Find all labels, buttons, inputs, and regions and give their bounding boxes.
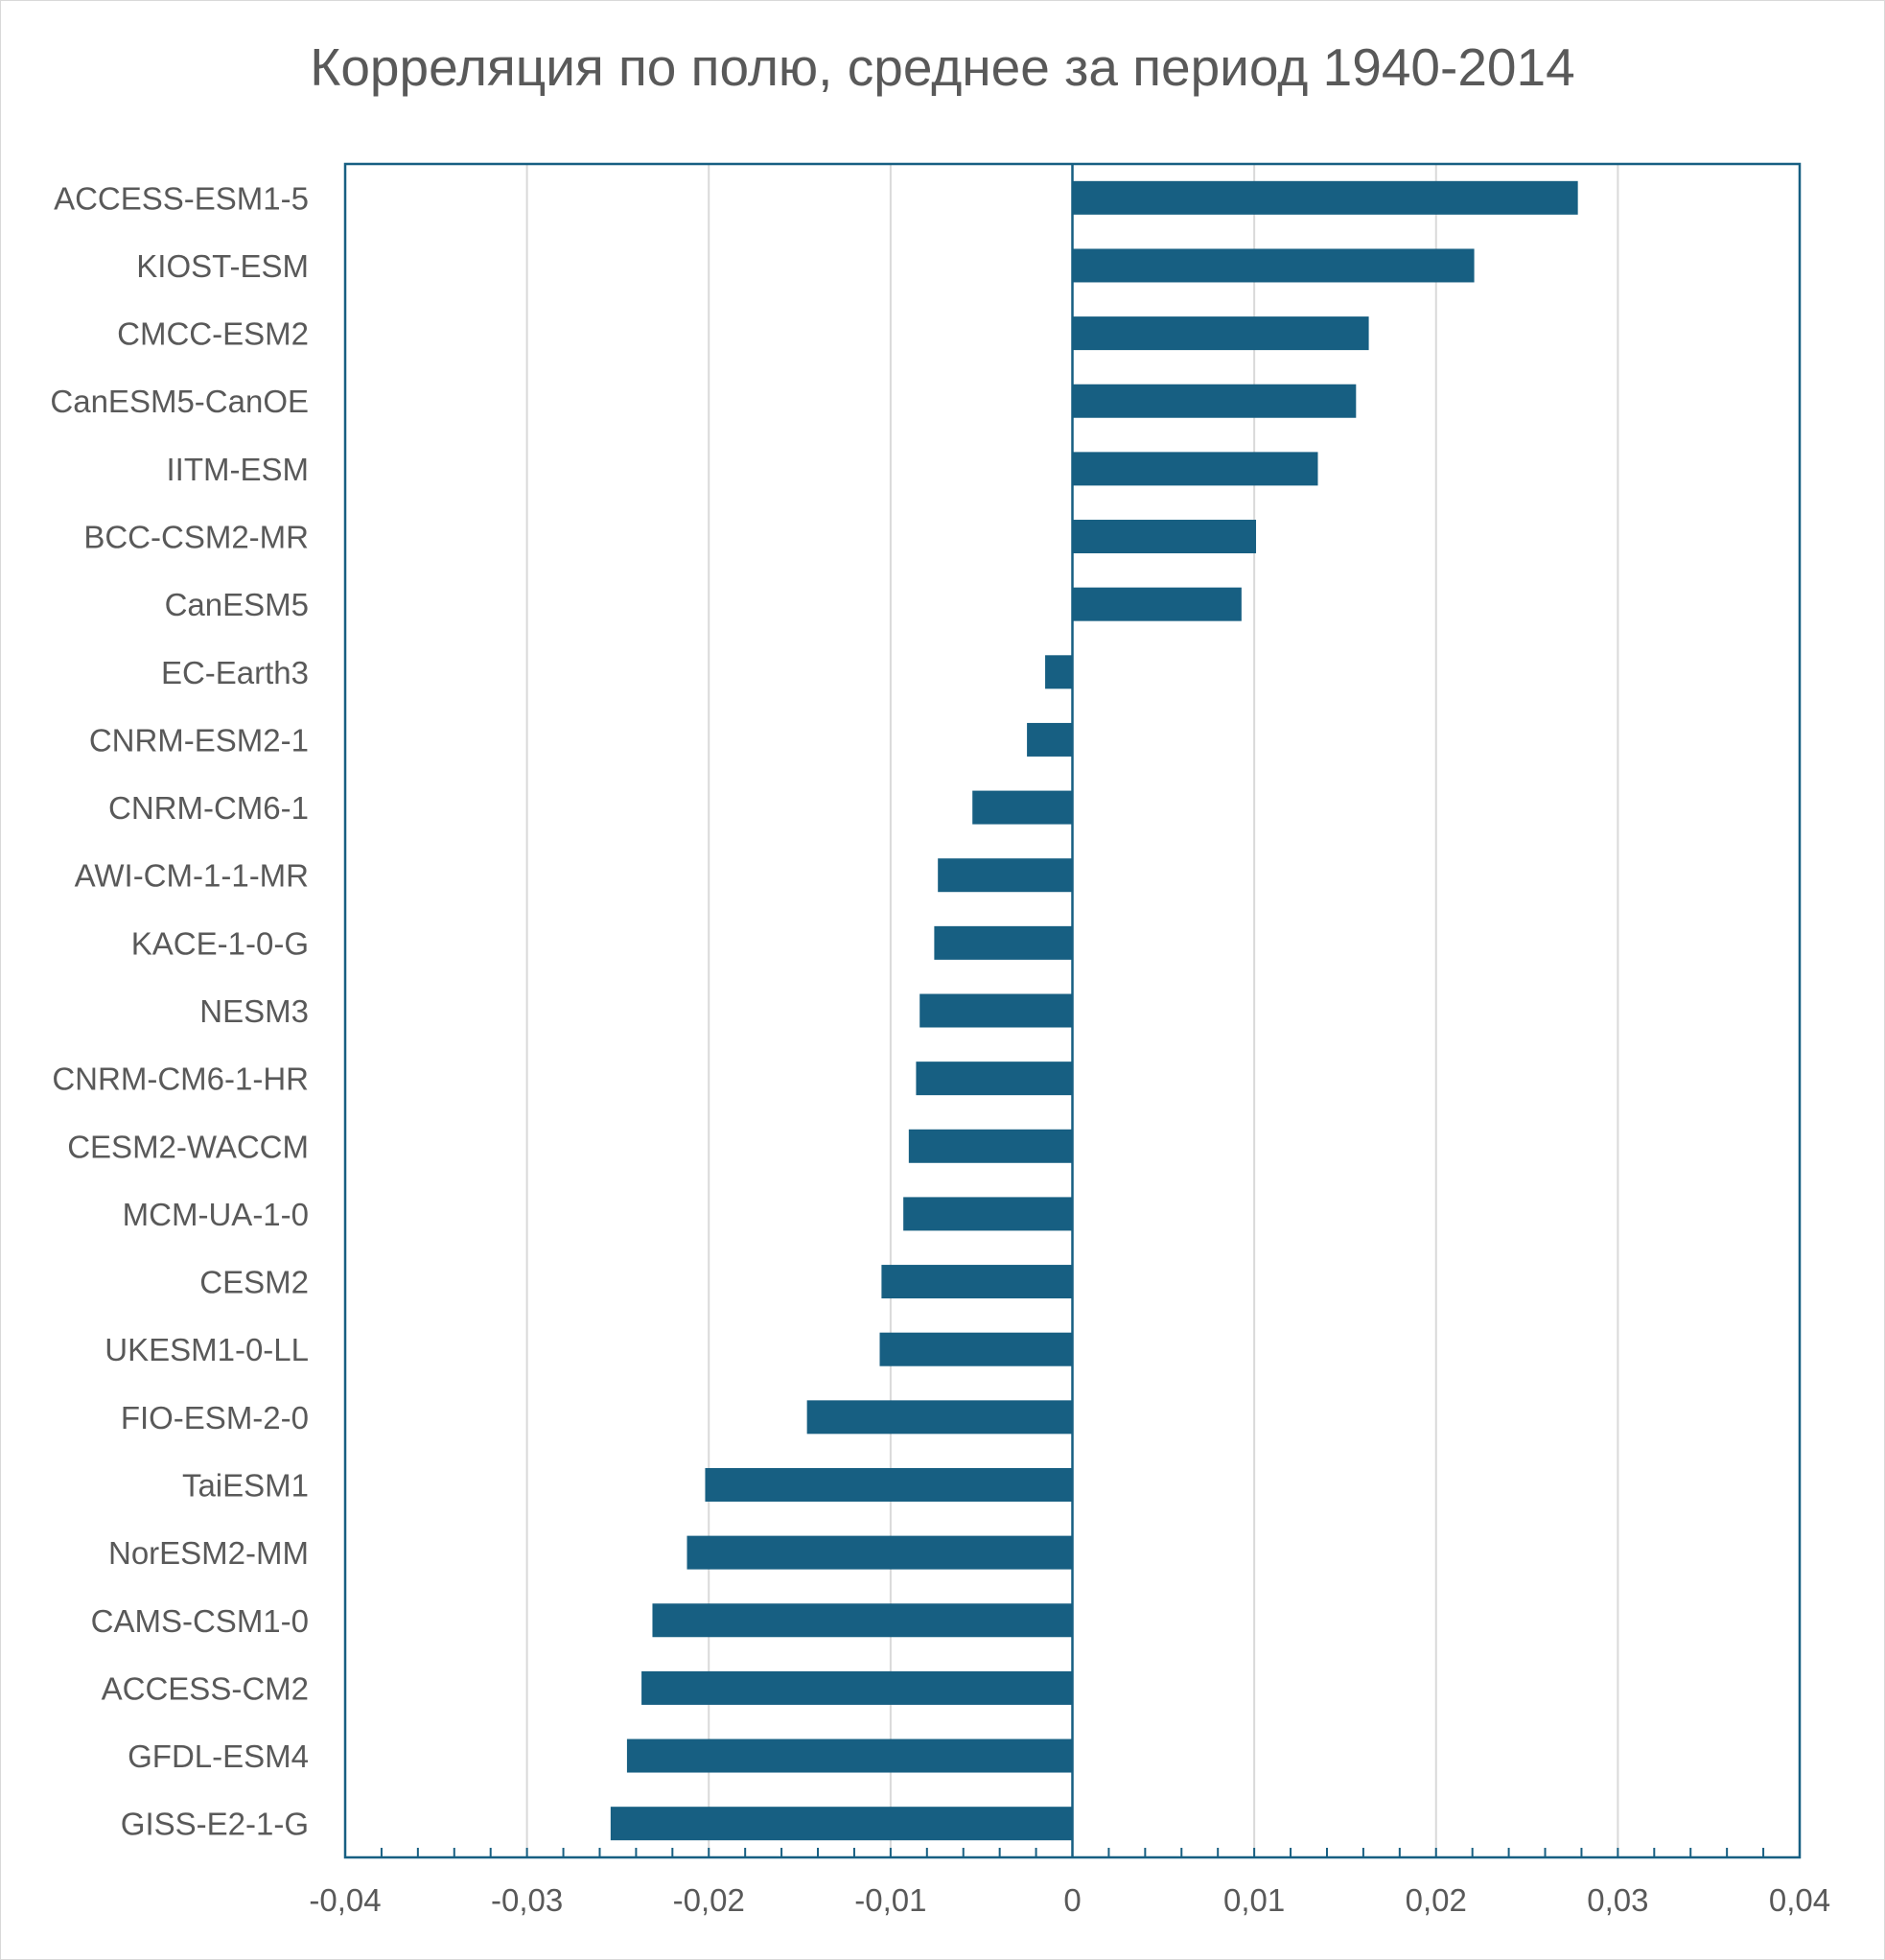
bar	[1072, 248, 1475, 283]
bar	[1072, 520, 1257, 554]
x-tick-label: 0,01	[1223, 1882, 1285, 1918]
category-label: CESM2	[199, 1265, 309, 1300]
bar	[641, 1670, 1073, 1705]
category-label: CNRM-ESM2-1	[89, 722, 309, 758]
category-label: MCM-UA-1-0	[123, 1197, 309, 1232]
bar	[652, 1603, 1073, 1638]
bar	[1072, 587, 1242, 621]
bar	[1045, 655, 1073, 689]
category-label: NESM3	[199, 993, 309, 1029]
category-label: KIOST-ESM	[136, 248, 309, 284]
category-label: ACCESS-ESM1-5	[54, 180, 309, 216]
category-label: CanESM5-CanOE	[50, 384, 309, 419]
category-label: GFDL-ESM4	[128, 1738, 309, 1774]
axes	[343, 162, 1802, 1859]
category-label: CESM2-WACCM	[67, 1129, 309, 1164]
bar	[705, 1467, 1073, 1502]
category-label: UKESM1-0-LL	[105, 1332, 309, 1367]
bar	[1027, 722, 1073, 757]
x-tick-label: 0,02	[1406, 1882, 1467, 1918]
bar	[916, 1062, 1073, 1096]
bars	[610, 180, 1578, 1841]
category-label: IITM-ESM	[167, 452, 309, 487]
category-label: TaiESM1	[182, 1467, 309, 1503]
category-label: KACE-1-0-G	[131, 925, 309, 961]
category-label: GISS-E2-1-G	[121, 1807, 309, 1842]
category-label: EC-Earth3	[161, 655, 309, 690]
bar	[934, 925, 1073, 960]
bar	[881, 1265, 1073, 1299]
category-label: CMCC-ESM2	[117, 316, 309, 352]
bar	[972, 790, 1073, 825]
bar	[1072, 452, 1318, 486]
category-label: CanESM5	[165, 587, 309, 622]
category-label: CNRM-CM6-1-HR	[52, 1062, 309, 1097]
bar	[919, 993, 1073, 1028]
x-tick-label: 0	[1063, 1882, 1081, 1918]
category-label: CNRM-CM6-1	[108, 790, 309, 826]
bar	[1072, 180, 1578, 215]
x-tick-label: -0,01	[854, 1882, 926, 1918]
bar	[903, 1197, 1073, 1231]
x-tick-label: -0,03	[491, 1882, 563, 1918]
bar	[1072, 384, 1357, 418]
bar	[938, 858, 1073, 893]
bar	[879, 1332, 1073, 1366]
gridlines	[525, 164, 1619, 1857]
category-label: CAMS-CSM1-0	[91, 1603, 309, 1639]
bar	[908, 1129, 1073, 1163]
category-label: ACCESS-CM2	[102, 1670, 309, 1706]
category-label: NorESM2-MM	[108, 1535, 309, 1571]
bar	[806, 1400, 1073, 1435]
x-tick-label: 0,03	[1587, 1882, 1648, 1918]
x-tick-label: -0,02	[673, 1882, 745, 1918]
bar	[626, 1738, 1073, 1773]
labels: -0,04 -0,03 -0,02 -0,01 0 0,01 0,02 0,03 0,04 ACC…	[50, 180, 1830, 1918]
chart-title: Корреляция по полю, среднее за период 19…	[310, 37, 1575, 97]
bar	[1072, 316, 1369, 351]
category-label: FIO-ESM-2-0	[121, 1400, 309, 1435]
category-label: BCC-CSM2-MR	[83, 520, 309, 555]
bar	[610, 1807, 1073, 1841]
x-tick-label: 0,04	[1769, 1882, 1830, 1918]
bar	[687, 1535, 1073, 1570]
category-label: AWI-CM-1-1-MR	[75, 858, 309, 894]
x-tick-label: -0,04	[309, 1882, 381, 1918]
